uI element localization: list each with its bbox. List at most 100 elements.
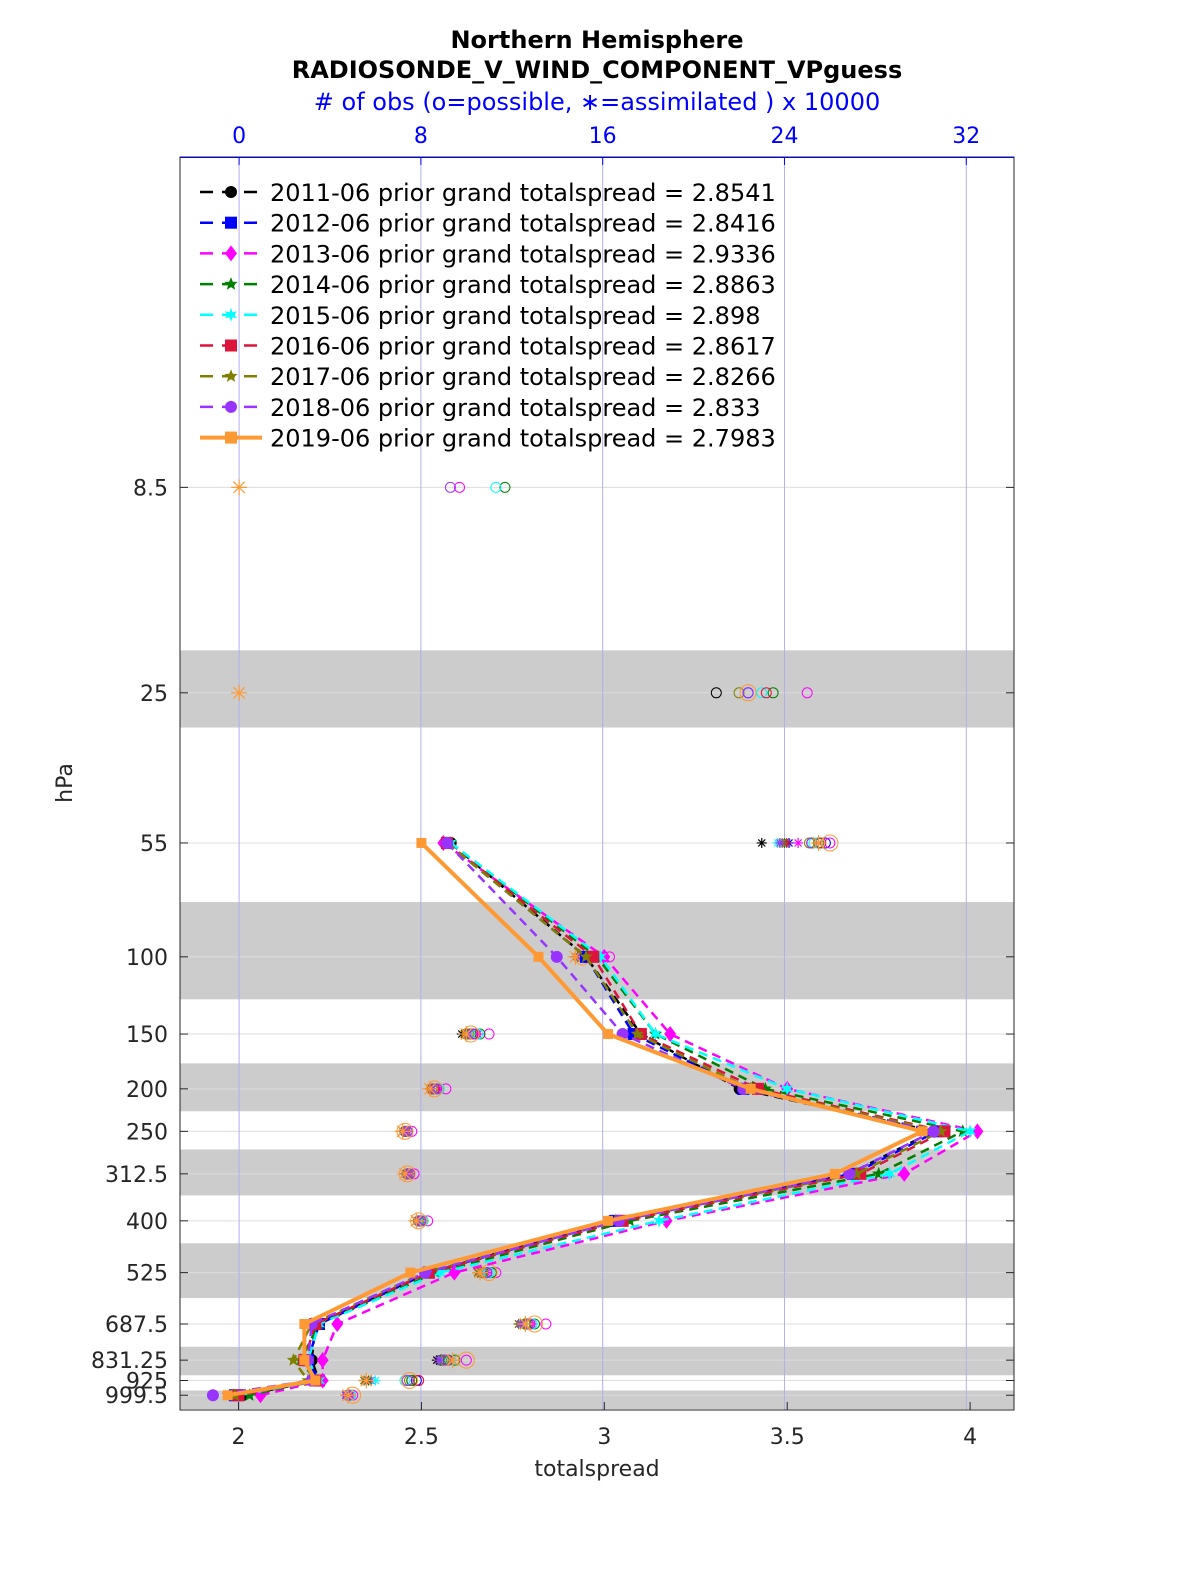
possible-obs-marker (499, 481, 511, 493)
data-point (934, 1124, 948, 1137)
y-tick-label: 200 (126, 1078, 168, 1103)
legend-label: 2019-06 prior grand totalspread = 2.7983 (270, 425, 776, 453)
x-tick-label: 4 (963, 1425, 977, 1450)
possible-obs-marker (733, 687, 745, 699)
legend-label: 2018-06 prior grand totalspread = 2.833 (270, 394, 760, 422)
data-point (758, 1081, 772, 1095)
data-point (224, 277, 238, 290)
data-point (653, 1213, 666, 1228)
data-point (441, 836, 454, 849)
legend-label: 2015-06 prior grand totalspread = 2.898 (270, 302, 760, 330)
assimilated-marker (434, 1355, 445, 1366)
y-tick-label: 100 (126, 946, 168, 971)
possible-obs-marker (739, 684, 757, 702)
possible-obs-marker (401, 1371, 419, 1389)
data-point (331, 1315, 344, 1332)
possible-obs-marker (413, 1374, 425, 1386)
top-tick-label: 0 (232, 124, 246, 149)
data-point (971, 1123, 984, 1140)
series-line (238, 841, 949, 1397)
y-tick-label: 525 (126, 1262, 168, 1287)
possible-obs-marker (756, 687, 768, 699)
x-tick-label: 3 (597, 1425, 611, 1450)
data-point (898, 1165, 911, 1182)
possible-obs-marker (460, 1354, 472, 1366)
possible-obs-marker (540, 1318, 552, 1330)
top-axis-line (180, 157, 1014, 158)
x-tick-label: 2 (232, 1425, 246, 1450)
possible-obs-marker (742, 687, 754, 699)
data-point (850, 1166, 864, 1180)
axis-ticks: 2 2.5 3 3.5 4 0 8 16 24 32 8.5 25 55 100 150 200 250 312.… (91, 124, 1014, 1450)
data-point (225, 431, 237, 444)
y-tick-label: 312.5 (105, 1163, 168, 1188)
legend-label: 2014-06 prior grand totalspread = 2.8863 (270, 271, 776, 299)
assimilated-marker (231, 684, 248, 701)
data-point (225, 216, 237, 229)
possible-obs-marker (767, 687, 779, 699)
shaded-bands (180, 650, 1014, 1410)
assimilated-marker (458, 1026, 475, 1043)
assimilated-marker (793, 837, 804, 848)
data-point (660, 1212, 673, 1229)
chart-subtitle: RADIOSONDE_V_WIND_COMPONENT_VPguess (292, 56, 903, 84)
y-tick-label: 8.5 (133, 476, 168, 501)
top-tick-label: 32 (952, 124, 980, 149)
data-point (316, 1352, 329, 1369)
data-point (927, 1125, 940, 1138)
data-point (286, 1353, 301, 1366)
assimilated-marker (394, 1123, 411, 1140)
data-point (310, 1375, 321, 1386)
data-point (299, 1318, 310, 1329)
assimilated-marker (396, 1165, 413, 1182)
data-point (745, 1083, 756, 1094)
data-point (299, 1355, 310, 1366)
data-point (225, 186, 237, 198)
data-point (416, 837, 427, 848)
top-tick-label: 16 (589, 124, 617, 149)
assimilated-marker (421, 1080, 438, 1097)
assimilated-marker (774, 837, 785, 848)
data-point (579, 949, 593, 963)
data-point (594, 949, 607, 964)
shaded-band (180, 650, 1014, 728)
data-point (781, 1081, 794, 1096)
data-point (664, 1026, 677, 1043)
y-axis-label: hPa (53, 763, 78, 803)
assimilated-marker (471, 1264, 488, 1281)
data-point (917, 1126, 928, 1137)
y-tick-label: 999.5 (105, 1384, 168, 1409)
data-point (242, 1388, 257, 1401)
possible-obs-marker (710, 687, 722, 699)
observation-markers (231, 479, 839, 1404)
y-tick-label: 925 (126, 1369, 168, 1394)
y-tick-label: 400 (126, 1210, 168, 1235)
possible-obs-marker (401, 1374, 413, 1386)
assimilated-marker (358, 1372, 375, 1389)
series-lines (206, 834, 984, 1404)
data-point (587, 950, 600, 963)
y-tick-label: 55 (140, 832, 168, 857)
assimilated-marker (756, 837, 767, 848)
possible-obs-marker (454, 481, 466, 493)
possible-obs-marker (760, 687, 772, 699)
assimilated-marker (340, 1387, 357, 1404)
data-point (224, 369, 238, 382)
legend-label: 2016-06 prior grand totalspread = 2.8617 (270, 333, 776, 361)
y-tick-label: 25 (140, 682, 168, 707)
shaded-band (180, 1063, 1014, 1112)
top-tick-label: 8 (414, 124, 428, 149)
data-point (883, 1166, 896, 1181)
data-point (225, 400, 237, 413)
legend-label: 2017-06 prior grand totalspread = 2.8266 (270, 363, 776, 391)
data-point (533, 951, 544, 962)
shaded-band (180, 1243, 1014, 1299)
assimilated-marker (517, 1315, 534, 1332)
data-point (222, 1390, 233, 1401)
y-tick-label: 250 (126, 1120, 168, 1145)
data-point (225, 339, 237, 352)
assimilated-marker (408, 1212, 425, 1229)
data-point (630, 1027, 644, 1040)
data-point (602, 1215, 613, 1226)
